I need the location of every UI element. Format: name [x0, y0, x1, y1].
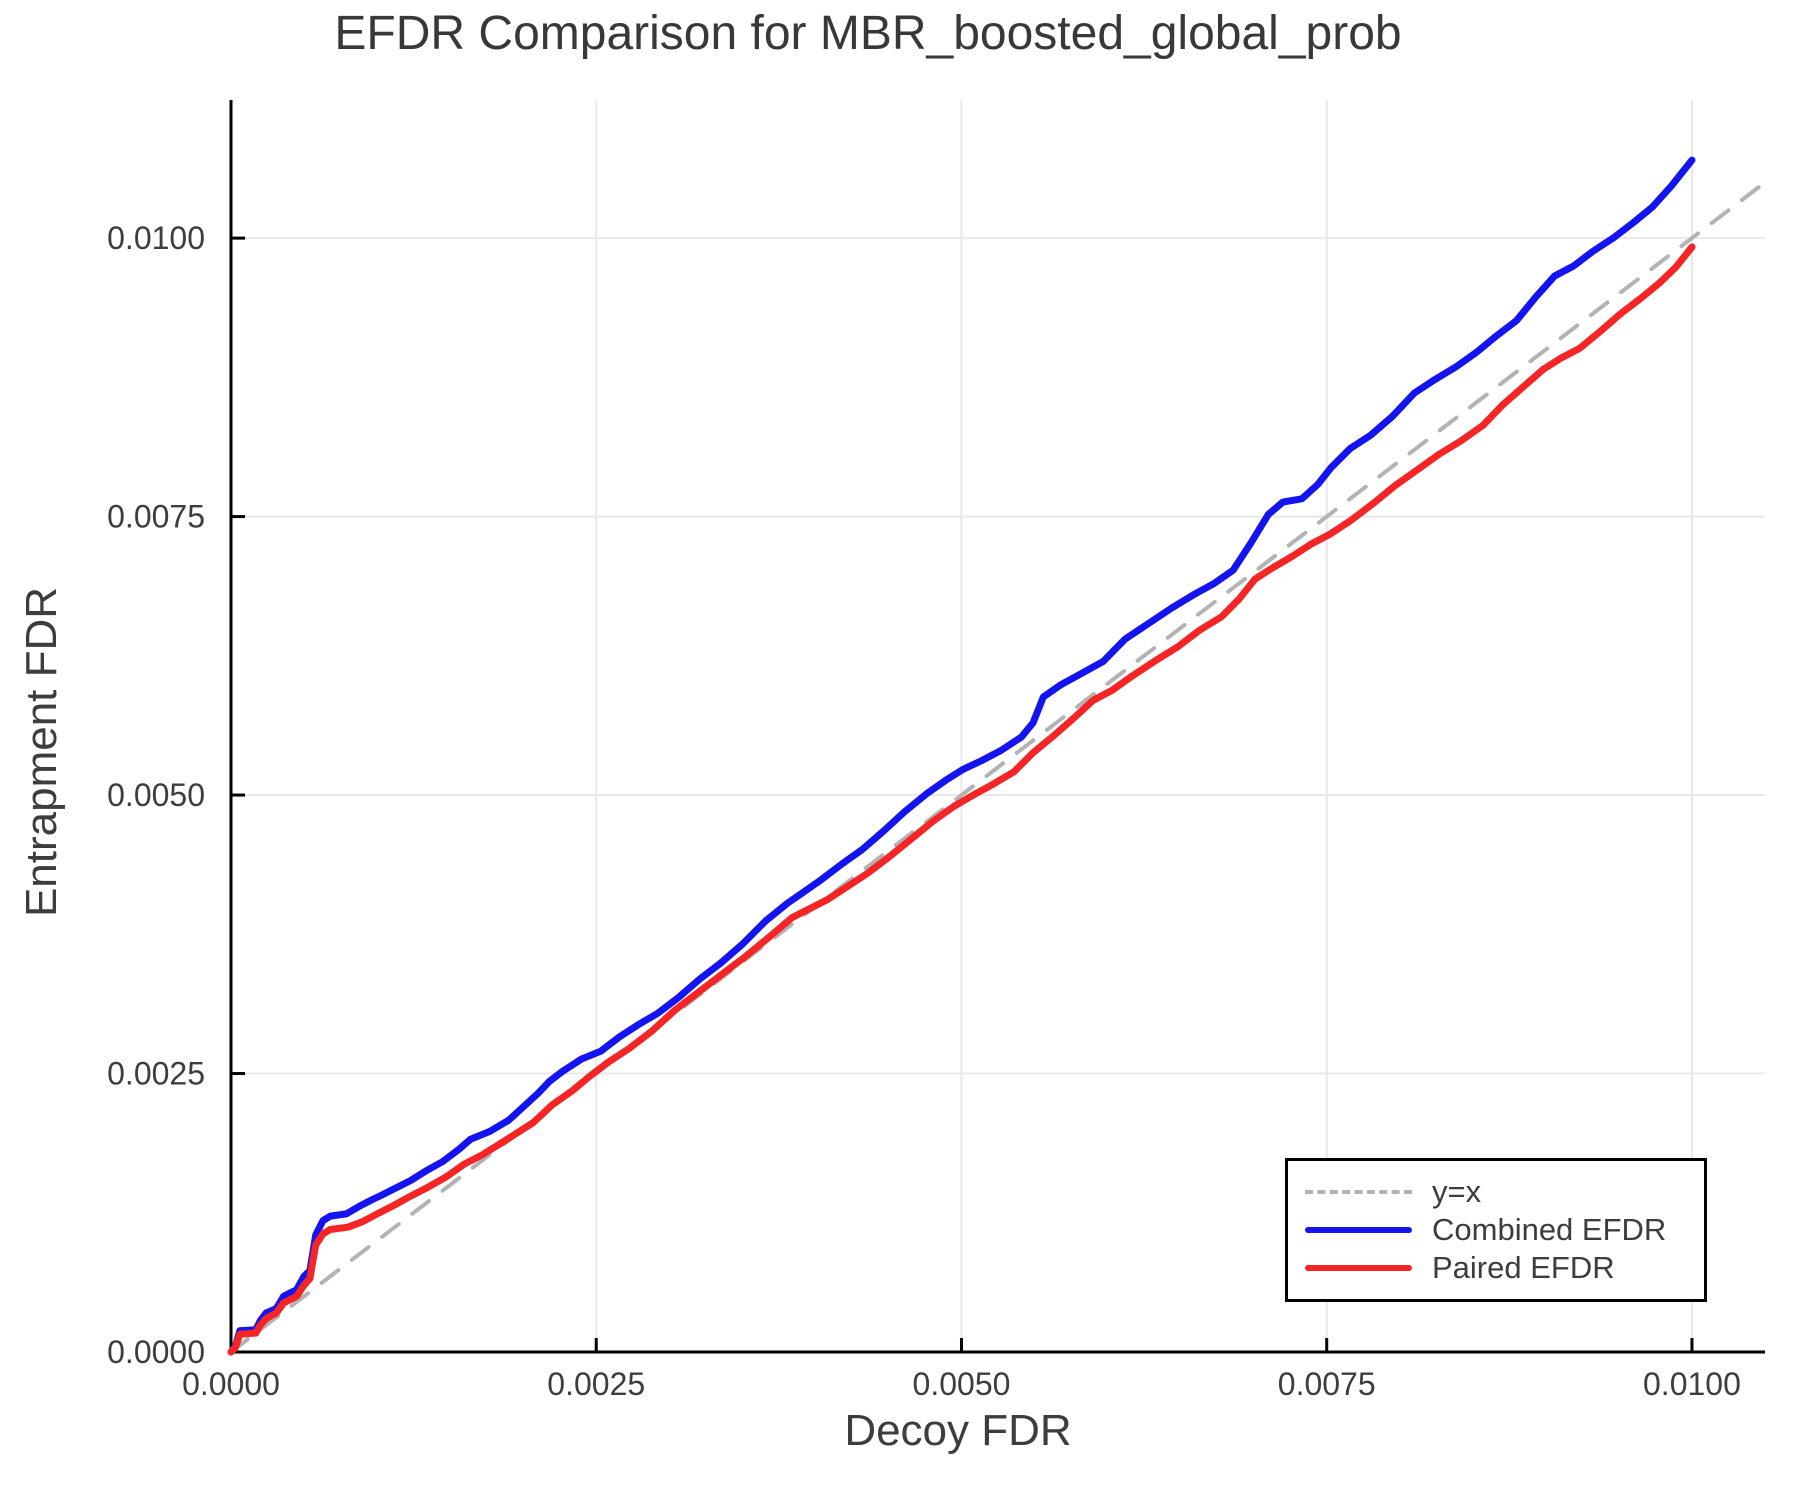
- legend: y=x Combined EFDR Paired EFDR: [1285, 1158, 1707, 1302]
- x-tick-label: 0.0025: [547, 1366, 645, 1402]
- legend-sample-paired-line: [1305, 1265, 1412, 1271]
- legend-sample-dashed-line: [1305, 1190, 1412, 1194]
- y-axis-label: Entrapment FDR: [17, 586, 66, 918]
- x-axis-label: Decoy FDR: [844, 1406, 1072, 1455]
- legend-item-combined: Combined EFDR: [1305, 1211, 1704, 1249]
- legend-label: Combined EFDR: [1432, 1212, 1667, 1247]
- paired-efdr-line: [227, 243, 1696, 1356]
- y-tick-label: 0.0100: [107, 220, 205, 256]
- reference-line-y-equals-x: [229, 180, 1767, 1354]
- combined-efdr-line: [227, 156, 1696, 1356]
- chart-title: EFDR Comparison for MBR_boosted_global_p…: [334, 7, 1402, 60]
- y-tick-label: 0.0050: [107, 777, 205, 813]
- y-tick-label: 0.0000: [107, 1334, 205, 1370]
- legend-item-yx: y=x: [1305, 1173, 1704, 1211]
- y-tick-label: 0.0075: [107, 499, 205, 535]
- x-tick-label: 0.0050: [913, 1366, 1011, 1402]
- legend-item-paired: Paired EFDR: [1305, 1249, 1704, 1287]
- x-tick-label: 0.0100: [1643, 1366, 1741, 1402]
- x-tick-label: 0.0000: [182, 1366, 280, 1402]
- legend-label: y=x: [1432, 1174, 1482, 1209]
- legend-label: Paired EFDR: [1432, 1250, 1615, 1285]
- legend-sample-combined-line: [1305, 1227, 1412, 1233]
- y-tick-label: 0.0025: [107, 1056, 205, 1092]
- x-tick-label: 0.0075: [1278, 1366, 1376, 1402]
